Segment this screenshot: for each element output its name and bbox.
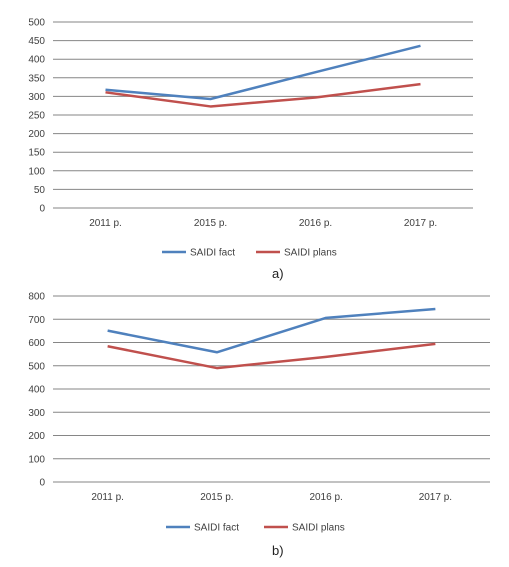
chart-a-series-line-fact — [105, 44, 421, 101]
chart-b-svg: 0 100 200 300 400 500 600 700 800 2011 р. 2015 р. 2… — [28, 292, 490, 534]
chart-a-legend-label-fact: SAIDI fact — [190, 248, 235, 259]
chart-a-y-tick-label: 400 — [28, 55, 45, 66]
chart-a-caption: a) — [272, 266, 284, 281]
chart-a-y-tick-label: 0 — [39, 204, 45, 215]
chart-b-y-tick-label: 400 — [28, 385, 45, 396]
chart-a-y-tick-label: 500 — [28, 18, 45, 29]
chart-a-legend-label-plans: SAIDI plans — [284, 248, 337, 259]
chart-b-y-tick-label: 600 — [28, 338, 45, 349]
chart-a-y-tick-label: 150 — [28, 148, 45, 159]
chart-a-y-tick-label: 350 — [28, 73, 45, 84]
chart-b-x-tick-label: 2015 р. — [200, 492, 233, 503]
chart-a-svg: 0 50 100 150 200 250 300 350 400 450 500 2011 р. 201… — [28, 18, 473, 259]
chart-a-y-tick-label: 50 — [34, 185, 46, 196]
chart-a-y-tick-label: 100 — [28, 166, 45, 177]
chart-b-y-tick-label: 500 — [28, 361, 45, 372]
chart-b-series-line-fact — [107, 307, 436, 354]
chart-a-x-tick-label: 2011 р. — [89, 218, 122, 229]
chart-b-y-tick-label: 100 — [28, 454, 45, 465]
chart-b-legend-label-fact: SAIDI fact — [194, 523, 239, 534]
chart-a-y-tick-label: 300 — [28, 92, 45, 103]
chart-a-series-line-plans — [105, 82, 421, 108]
chart-b-legend-label-plans: SAIDI plans — [292, 523, 345, 534]
chart-a-x-tick-label: 2015 р. — [194, 218, 227, 229]
chart-a-y-tick-label: 250 — [28, 111, 45, 122]
chart-b-series-line-plans — [107, 342, 436, 370]
chart-a-x-tick-label: 2016 р. — [299, 218, 332, 229]
chart-b: 0 100 200 300 400 500 600 700 800 2011 р. 2015 р. 2… — [0, 282, 509, 567]
chart-a: 0 50 100 150 200 250 300 350 400 450 500 2011 р. 201… — [28, 18, 473, 281]
chart-a-x-tick-label: 2017 р. — [404, 218, 437, 229]
chart-b-y-tick-label: 200 — [28, 431, 45, 442]
chart-a-y-tick-label: 450 — [28, 36, 45, 47]
chart-b-y-tick-label: 700 — [28, 315, 45, 326]
chart-a-y-tick-label: 200 — [28, 129, 45, 140]
chart-b-y-tick-label: 800 — [28, 292, 45, 303]
chart-b-x-tick-label: 2016 р. — [309, 492, 342, 503]
chart-b-caption: b) — [272, 543, 284, 558]
chart-b-x-tick-label: 2017 р. — [419, 492, 452, 503]
chart-b-y-tick-label: 300 — [28, 408, 45, 419]
chart-b-y-tick-label: 0 — [39, 478, 45, 489]
chart-b-x-tick-label: 2011 р. — [91, 492, 124, 503]
